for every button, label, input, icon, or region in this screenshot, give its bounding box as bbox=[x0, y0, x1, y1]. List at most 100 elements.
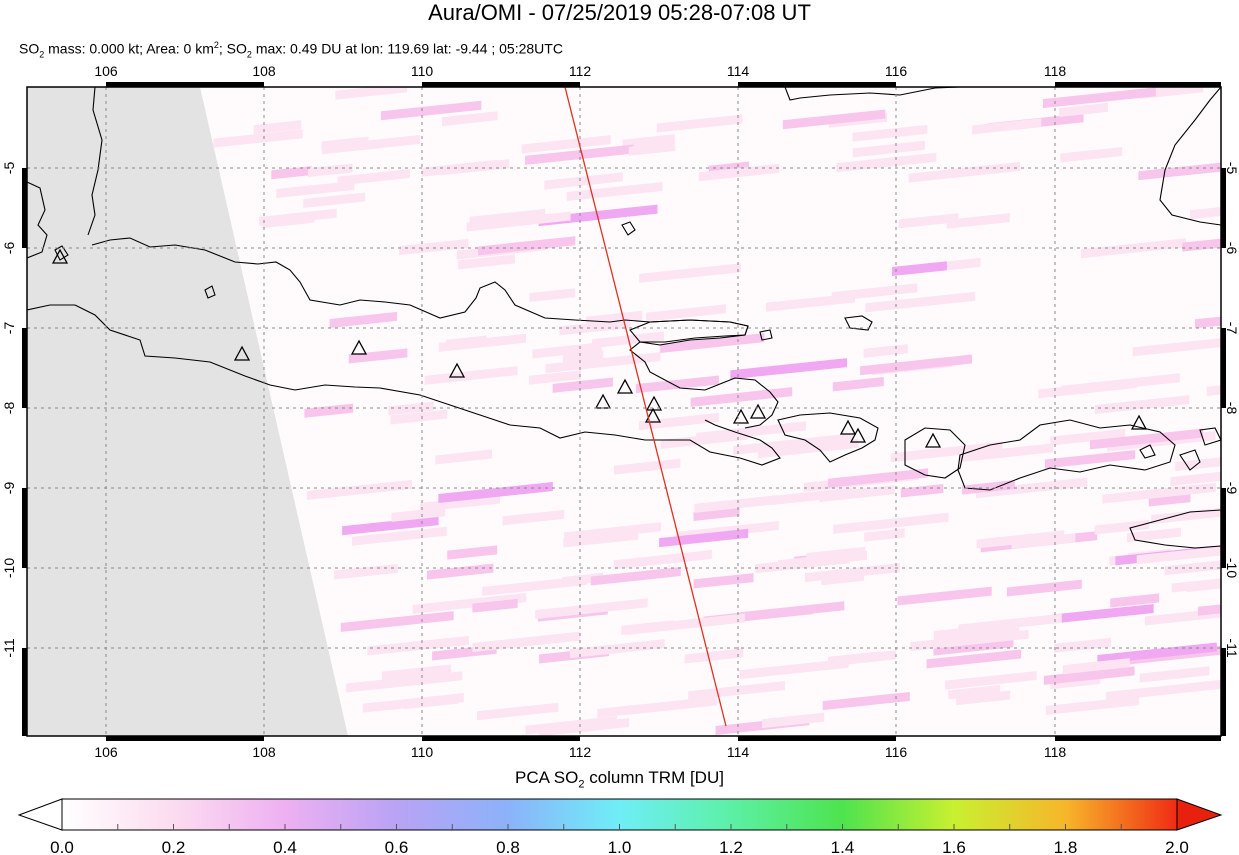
so2-pixel bbox=[306, 479, 412, 500]
so2-pixel bbox=[1127, 527, 1181, 543]
lat-tick-label: -7 bbox=[1224, 322, 1239, 335]
so2-pixel bbox=[625, 613, 745, 636]
so2-pixel bbox=[1044, 449, 1136, 469]
so2-pixel bbox=[446, 335, 487, 349]
colorbar-tick-label: 1.4 bbox=[831, 838, 855, 855]
colorbar-under-arrow bbox=[17, 798, 63, 831]
so2-pixel bbox=[1090, 428, 1204, 450]
so2-pixel bbox=[1106, 679, 1221, 701]
colorbar-tick-label: 1.6 bbox=[942, 838, 966, 855]
so2-pixel bbox=[782, 109, 886, 130]
so2-pixel bbox=[890, 441, 1003, 463]
so2-pixel bbox=[469, 208, 546, 226]
lat-tick-label: -9 bbox=[1224, 482, 1239, 495]
so2-pixel bbox=[933, 638, 1014, 656]
volcano-triangle-icon bbox=[924, 432, 942, 448]
lon-tick-label: 110 bbox=[411, 63, 434, 79]
volcano-triangle-icon bbox=[51, 248, 69, 264]
volcano-triangle-icon bbox=[1130, 414, 1148, 430]
lat-tick-label: -5 bbox=[1, 162, 17, 175]
lat-tick-label: -5 bbox=[1224, 162, 1239, 175]
so2-pixel bbox=[525, 144, 634, 165]
so2-pixel bbox=[945, 671, 1037, 690]
so2-pixel bbox=[777, 550, 868, 570]
lat-tick-label: -7 bbox=[1, 322, 17, 335]
colorbar-tick-label: 0.6 bbox=[385, 838, 409, 855]
colorbar: 0.0 0.2 0.4 0.6 0.8 1.0 1.2 1.4 1.6 1.8 … bbox=[17, 798, 1223, 855]
so2-pixel bbox=[303, 192, 366, 209]
frame-tick-band bbox=[22, 168, 27, 248]
so2-pixel bbox=[271, 166, 312, 180]
lat-tick-label: -8 bbox=[1224, 402, 1239, 415]
so2-pixel bbox=[958, 613, 1062, 634]
so2-pixel bbox=[1164, 557, 1221, 576]
lat-tick-label: -9 bbox=[1, 482, 17, 495]
frame-tick-band bbox=[1221, 328, 1226, 408]
so2-pixel bbox=[910, 629, 1029, 652]
so2-pixel bbox=[613, 549, 712, 570]
so2-pixel bbox=[412, 592, 527, 614]
so2-pixel bbox=[1182, 230, 1221, 252]
so2-pixel bbox=[864, 528, 905, 542]
so2-pixel bbox=[438, 481, 553, 504]
so2-pixel bbox=[367, 635, 469, 656]
volcano-triangle-icon bbox=[350, 339, 368, 355]
so2-pixel bbox=[440, 159, 510, 176]
lon-tick-label: 112 bbox=[569, 63, 592, 79]
so2-pixel bbox=[1006, 579, 1082, 597]
coastlines bbox=[27, 87, 1221, 549]
so2-pixel bbox=[926, 649, 1022, 669]
so2-pixel bbox=[698, 163, 780, 182]
so2-pixel bbox=[897, 586, 992, 606]
so2-pixel bbox=[1139, 666, 1210, 683]
frame-tick-marks bbox=[22, 82, 1226, 741]
so2-pixel bbox=[646, 304, 726, 322]
so2-pixel bbox=[733, 433, 853, 455]
so2-pixel bbox=[852, 124, 928, 142]
lat-labels-right: -5 -6 -7 -8 -9 -10 -11 bbox=[1224, 162, 1239, 658]
so2-pixels bbox=[213, 87, 1221, 736]
so2-pixel bbox=[833, 512, 949, 534]
lat-tick-label: -6 bbox=[1224, 242, 1239, 255]
so2-pixel bbox=[253, 120, 302, 135]
so2-pixel bbox=[660, 430, 748, 449]
so2-pixel bbox=[730, 358, 848, 380]
so2-pixel bbox=[822, 691, 910, 711]
so2-pixel bbox=[276, 180, 355, 199]
frame-tick-band bbox=[22, 488, 27, 568]
map-area bbox=[27, 87, 1221, 736]
so2-pixel bbox=[659, 528, 749, 548]
frame-tick-band bbox=[422, 82, 580, 87]
so2-pixel bbox=[333, 563, 398, 580]
so2-pixel bbox=[946, 213, 1010, 229]
colorbar-tick-label: 1.2 bbox=[719, 838, 743, 855]
so2-pixel bbox=[346, 671, 463, 693]
so2-pixel bbox=[399, 238, 469, 256]
so2-pixel bbox=[1102, 482, 1216, 504]
so2-pixel bbox=[1195, 308, 1221, 329]
map-title: Aura/OMI - 07/25/2019 05:28-07:08 UT bbox=[428, 0, 811, 25]
so2-pixel bbox=[458, 254, 515, 270]
so2-pixel bbox=[420, 494, 501, 512]
so2-pixel bbox=[693, 573, 754, 589]
lat-tick-label: -8 bbox=[1, 402, 17, 415]
lon-tick-label: 110 bbox=[411, 744, 434, 760]
so2-pixel bbox=[684, 648, 744, 664]
so2-pixel bbox=[544, 172, 623, 190]
so2-pixel bbox=[532, 342, 602, 359]
so2-pixel bbox=[435, 449, 492, 465]
so2-pixel bbox=[348, 348, 408, 364]
volcano-triangle-icon bbox=[616, 378, 634, 394]
so2-pixel bbox=[340, 611, 454, 632]
lon-tick-label: 108 bbox=[252, 63, 276, 79]
volcano-triangle-icon bbox=[749, 403, 767, 419]
colorbar-title: PCA SO2 column TRM [DU] bbox=[515, 768, 724, 791]
so2-pixel bbox=[1054, 637, 1111, 653]
so2-pixel bbox=[322, 134, 421, 155]
so2-pixel bbox=[614, 458, 681, 475]
so2-pixel bbox=[975, 477, 1088, 499]
frame-tick-band bbox=[1055, 82, 1221, 87]
colorbar-tick-label: 1.8 bbox=[1054, 838, 1078, 855]
grid-lines bbox=[27, 87, 1221, 736]
